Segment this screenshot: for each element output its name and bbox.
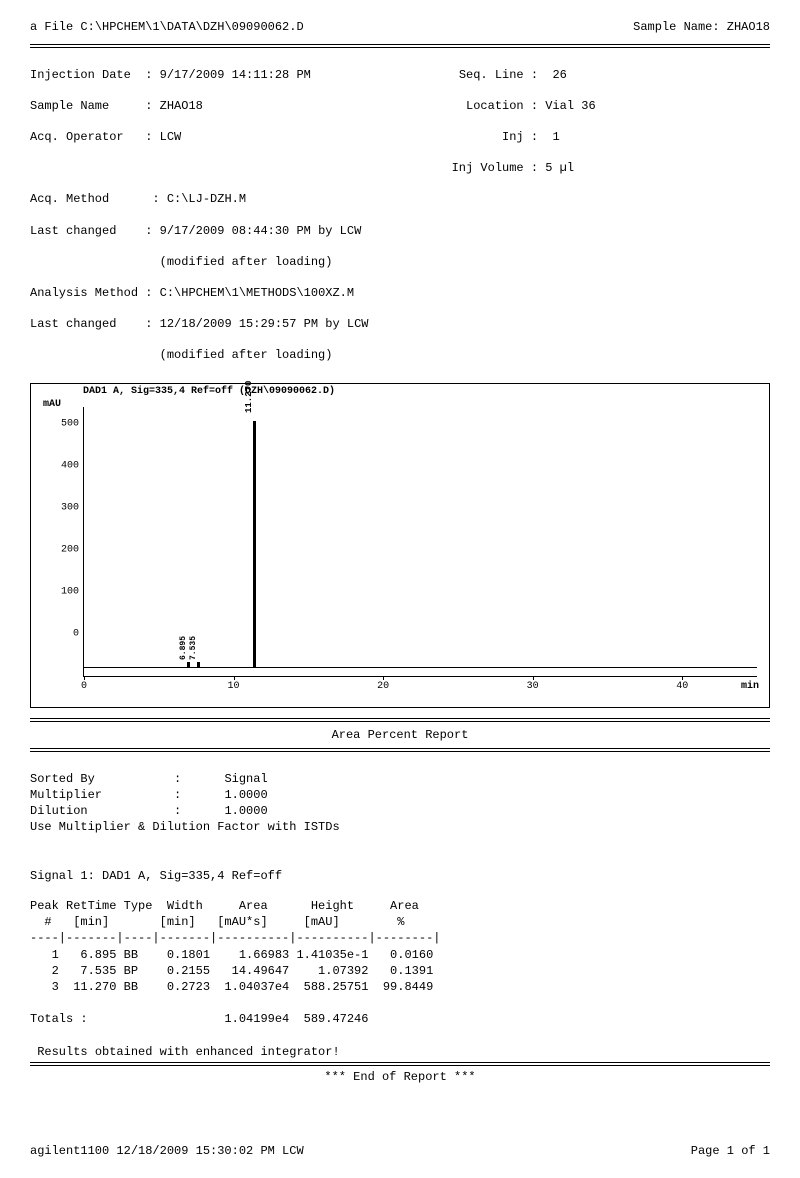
report-params: Sorted By : Signal Multiplier : 1.0000 D… [30,754,770,884]
divider [30,718,770,722]
file-path: a File C:\HPCHEM\1\DATA\DZH\09090062.D [30,20,304,34]
x-tick: 20 [377,681,389,692]
divider [30,44,770,48]
footer-right: Page 1 of 1 [691,1144,770,1158]
y-tick: 100 [61,587,79,598]
x-tick: 10 [228,681,240,692]
chromatogram-peak [197,662,200,668]
x-tick: 30 [527,681,539,692]
y-tick: 0 [73,629,79,640]
chromatogram-peak [253,421,256,668]
y-tick: 300 [61,503,79,514]
x-tick: 0 [81,681,87,692]
header-line: a File C:\HPCHEM\1\DATA\DZH\09090062.D S… [30,20,770,34]
peak-table: Peak RetTime Type Width Area Height Area… [30,898,770,1028]
footer-left: agilent1100 12/18/2009 15:30:02 PM LCW [30,1144,304,1158]
chart-plot-area: mAU 0100200300400500 min 0102030406.8957… [37,401,763,701]
peak-label: 6.895 [179,636,188,660]
peak-label: 11.270 [244,381,254,413]
baseline [84,667,757,668]
report-title: Area Percent Report [30,728,770,742]
y-axis: mAU 0 100 200 300 400 500 [37,401,83,677]
chart-signal-label: DAD1 A, Sig=335,4 Ref=off (DZH\09090062.… [33,386,767,397]
plot-region: min 0102030406.8957.53511.270 [83,407,757,677]
x-tick: 40 [676,681,688,692]
y-tick: 200 [61,545,79,556]
y-axis-unit: mAU [43,399,61,410]
divider [30,1062,770,1066]
x-axis-unit: min [741,681,759,692]
meta-block: Injection Date : 9/17/2009 14:11:28 PM S… [30,52,770,379]
y-tick: 400 [61,461,79,472]
divider [30,748,770,752]
y-tick: 500 [61,419,79,430]
chromatogram-peak [187,662,190,668]
chromatogram-chart: DAD1 A, Sig=335,4 Ref=off (DZH\09090062.… [30,383,770,708]
sample-name-header: Sample Name: ZHAO18 [633,20,770,34]
page-footer: agilent1100 12/18/2009 15:30:02 PM LCW P… [30,1144,770,1158]
results-note: Results obtained with enhanced integrato… [30,1027,770,1059]
peak-label: 7.535 [189,636,198,660]
